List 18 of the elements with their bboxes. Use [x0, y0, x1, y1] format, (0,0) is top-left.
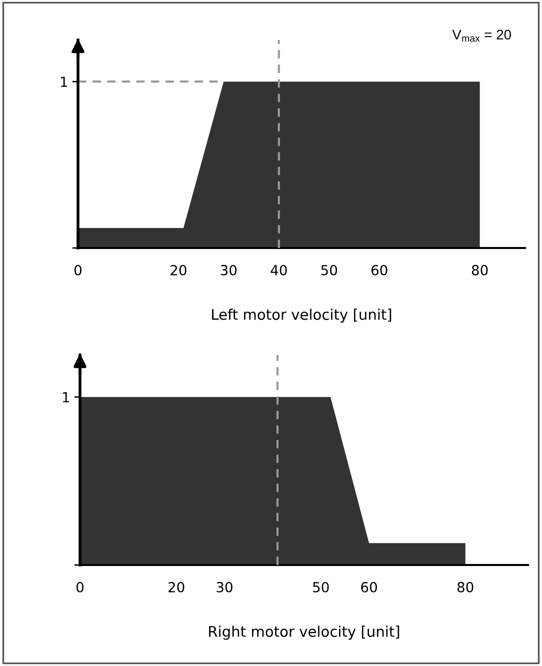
x-tick-label: 60	[371, 264, 388, 276]
y-tick-label: 1	[60, 76, 67, 87]
x-axis-title: Left motor velocity [unit]	[212, 308, 392, 323]
x-axis-title: Right motor velocity [unit]	[209, 626, 400, 640]
x-tick-label: 80	[457, 582, 474, 592]
annotation: V$_{max}$ = 20	[452, 30, 512, 42]
x-tick-label: 80	[472, 264, 488, 276]
x-tick-label: 30	[216, 582, 232, 592]
x-tick-label: 20	[170, 264, 186, 276]
x-tick-label: 50	[313, 582, 329, 592]
x-tick-label: 30	[220, 264, 237, 276]
x-tick-label: 40	[270, 264, 287, 276]
x-tick-label: 20	[168, 582, 184, 592]
x-tick-label: 0	[76, 582, 84, 592]
x-tick-label: 50	[321, 264, 338, 276]
y-tick-label: 1	[62, 392, 69, 402]
x-tick-label: 0	[74, 264, 82, 276]
x-tick-label: 60	[361, 582, 377, 592]
